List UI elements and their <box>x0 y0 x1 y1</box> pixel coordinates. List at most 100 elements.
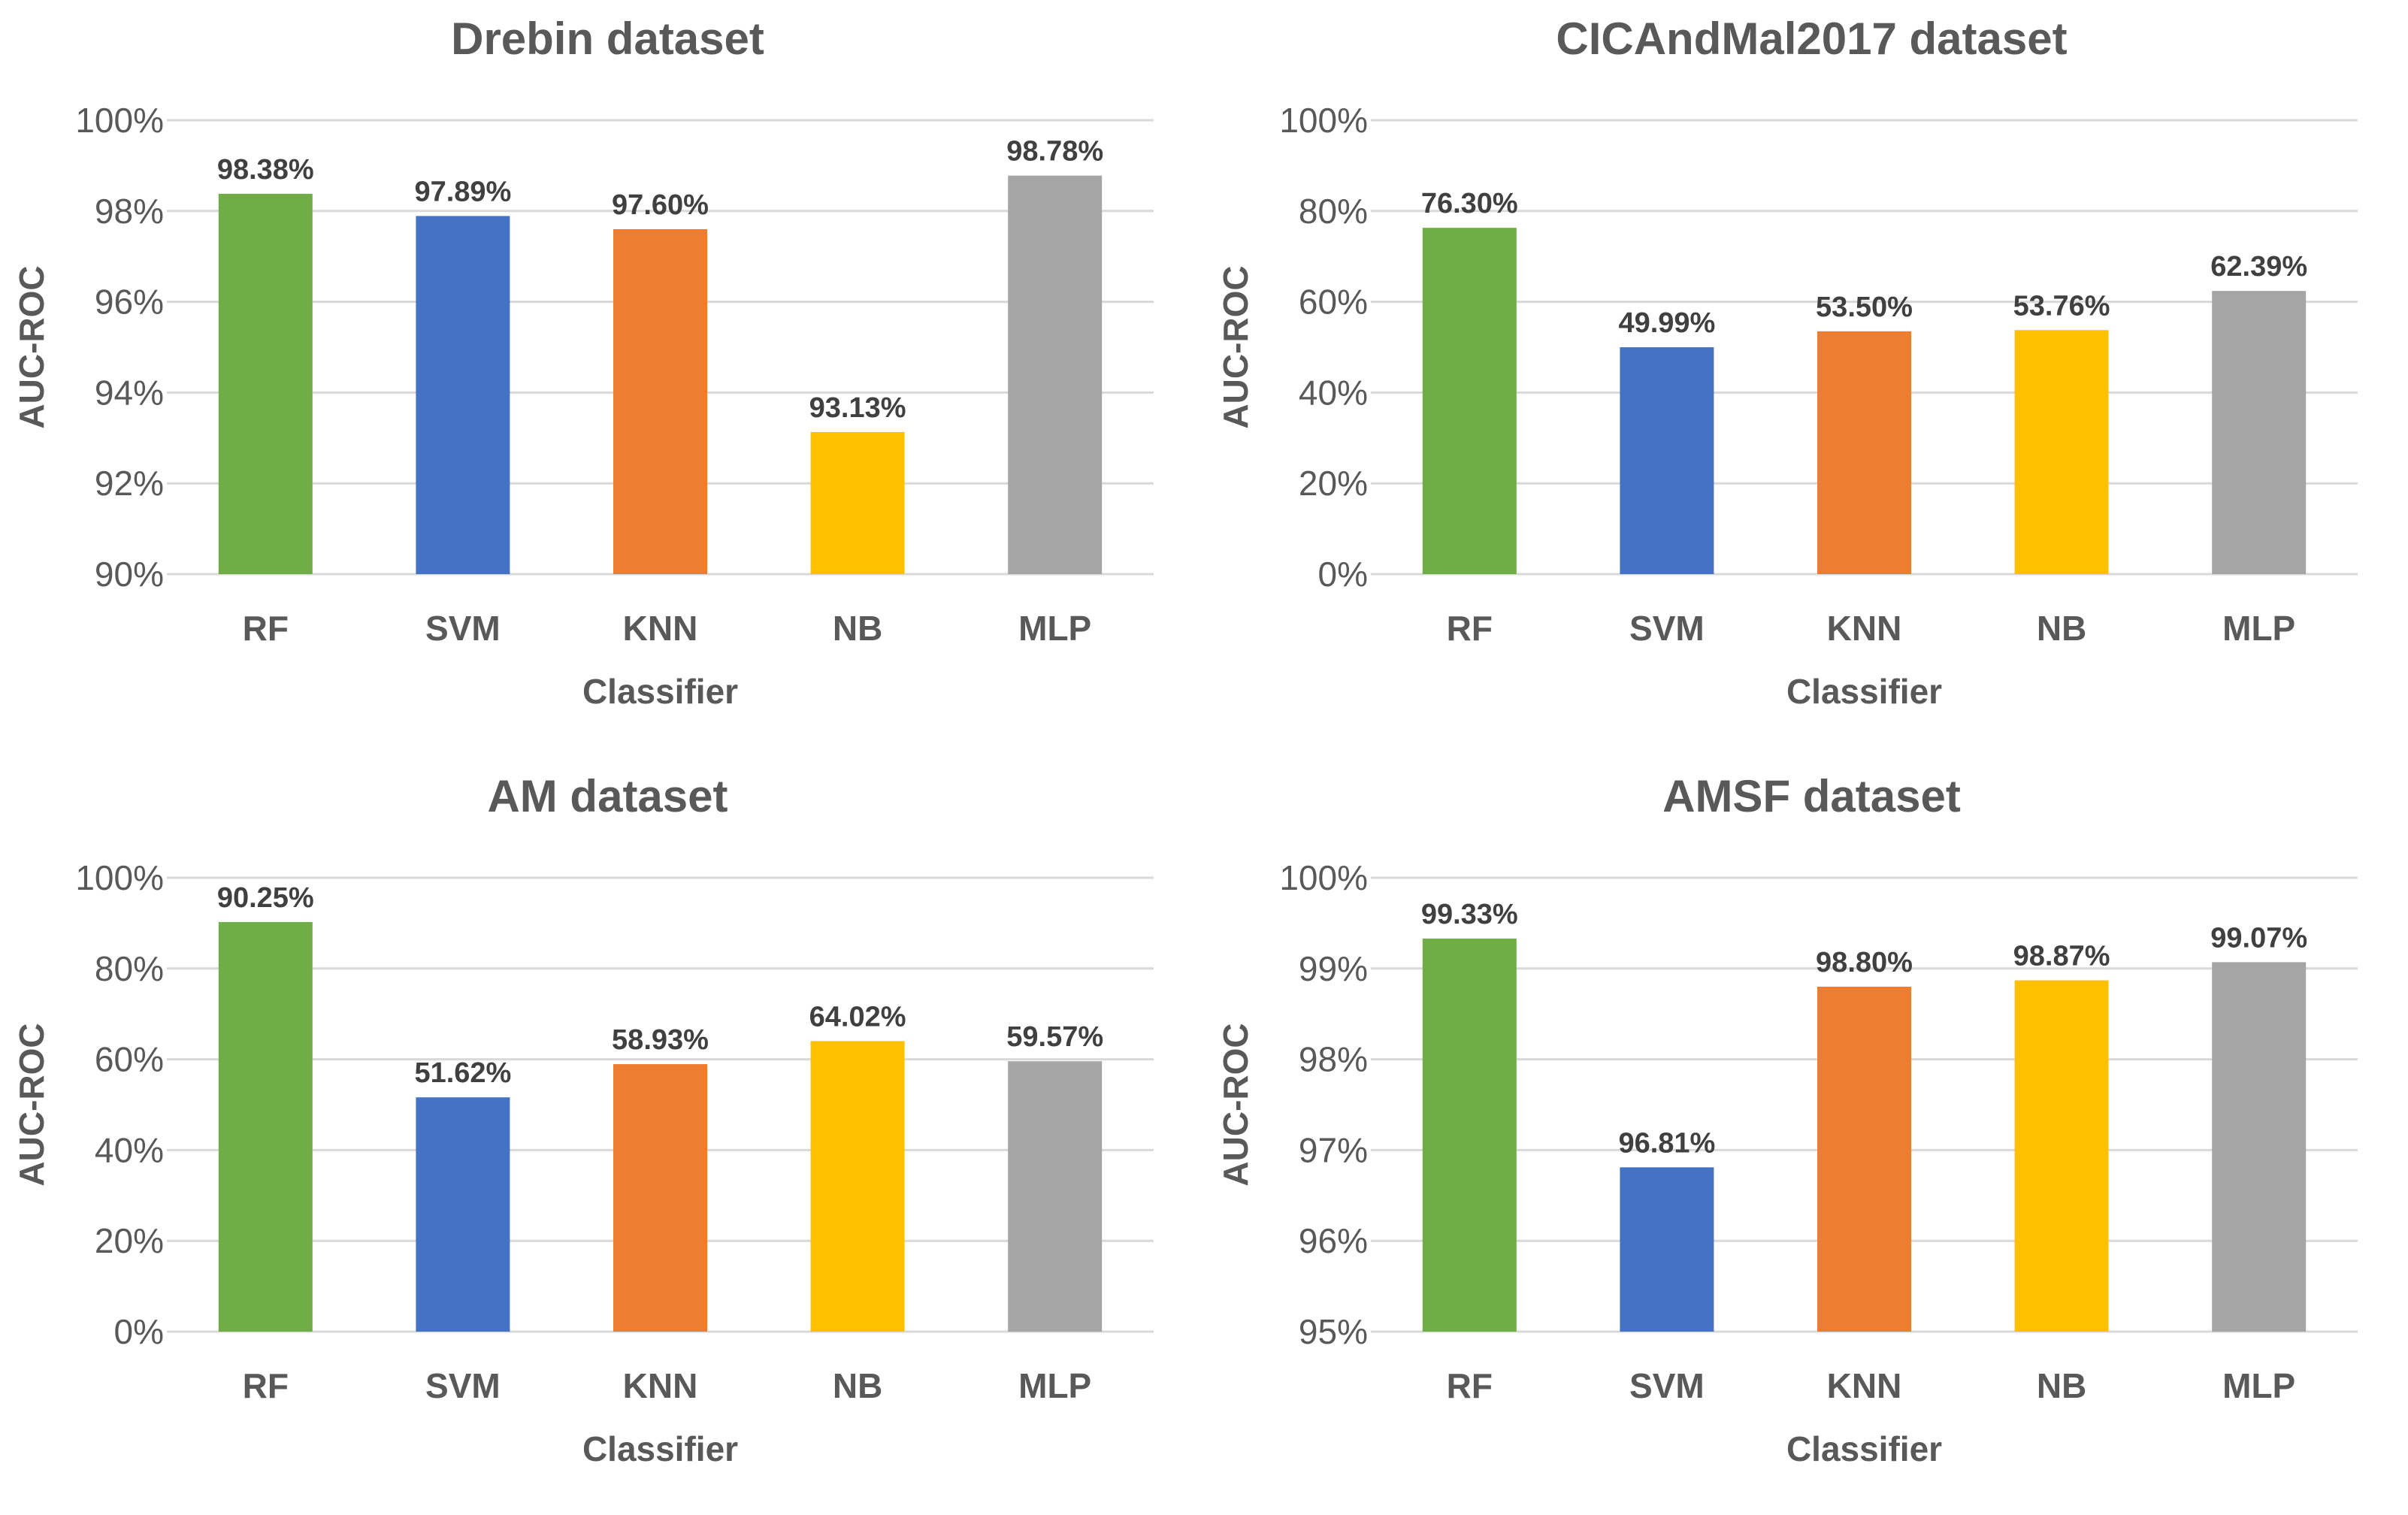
chart-panel-drebin: Drebin dataset 90% 92% 94% 96% 98% 100% 98.38% R… <box>0 0 1204 758</box>
chart-drebin: Drebin dataset 90% 92% 94% 96% 98% 100% 98.38% R… <box>12 14 1154 711</box>
y-tick-label: 98% <box>1299 1040 1368 1079</box>
y-tick-label: 80% <box>1299 192 1368 231</box>
x-axis-title: Classifier <box>582 1429 738 1468</box>
x-tick-label-mlp: MLP <box>1018 609 1091 648</box>
bar-nb <box>810 1041 905 1332</box>
y-tick-label: 92% <box>95 464 164 503</box>
data-label-rf: 76.30% <box>1421 188 1518 219</box>
chart-title: AM dataset <box>487 771 728 821</box>
x-tick-label-rf: RF <box>1447 1366 1493 1405</box>
data-label-nb: 53.76% <box>2013 290 2110 322</box>
chart-amsf: AMSF dataset 95% 96% 97% 98% 99% 100% 99.33% RF 9… <box>1216 771 2358 1468</box>
bar-rf <box>1422 938 1517 1332</box>
y-tick-label: 99% <box>1299 949 1368 988</box>
chart-panel-am: AM dataset 0% 20% 40% 60% 80% 100% 90.25% RF 51.6… <box>0 758 1204 1515</box>
x-axis-title: Classifier <box>582 672 738 711</box>
chart-panel-amsf: AMSF dataset 95% 96% 97% 98% 99% 100% 99.33% RF 9… <box>1204 758 2408 1515</box>
x-axis-title: Classifier <box>1786 672 1942 711</box>
y-tick-label: 90% <box>95 555 164 594</box>
y-tick-label: 100% <box>75 101 164 140</box>
x-tick-label-svm: SVM <box>1629 1366 1705 1405</box>
data-label-svm: 96.81% <box>1618 1127 1715 1159</box>
data-label-nb: 98.87% <box>2013 941 2110 972</box>
data-label-knn: 53.50% <box>1816 292 1913 323</box>
y-tick-label: 0% <box>1318 555 1368 594</box>
bar-knn <box>613 228 707 574</box>
bar-rf <box>1422 228 1517 574</box>
x-tick-label-nb: NB <box>833 1366 882 1405</box>
data-label-knn: 98.80% <box>1816 947 1913 978</box>
bar-mlp <box>1008 1061 1103 1332</box>
y-tick-label: 96% <box>95 283 164 322</box>
x-tick-label-rf: RF <box>243 609 289 648</box>
data-label-mlp: 98.78% <box>1006 136 1103 168</box>
bar-nb <box>2014 330 2109 574</box>
data-label-mlp: 59.57% <box>1006 1021 1103 1053</box>
bar-mlp <box>1008 175 1103 575</box>
bar-rf <box>218 193 313 574</box>
y-tick-label: 0% <box>114 1312 164 1351</box>
chart-title: AMSF dataset <box>1662 771 1961 821</box>
x-tick-label-mlp: MLP <box>2222 609 2295 648</box>
y-tick-label: 100% <box>1279 101 1368 140</box>
x-tick-label-mlp: MLP <box>2222 1366 2295 1405</box>
bar-knn <box>1817 986 1911 1332</box>
y-tick-label: 97% <box>1299 1130 1368 1169</box>
data-label-nb: 64.02% <box>809 1001 906 1033</box>
y-tick-label: 60% <box>95 1040 164 1079</box>
chart-panel-cicandmal2017: CICAndMal2017 dataset 0% 20% 40% 60% 80% 100% 7… <box>1204 0 2408 758</box>
y-tick-label: 100% <box>75 858 164 897</box>
bar-svm <box>416 1097 510 1332</box>
chart-title: Drebin dataset <box>451 14 764 64</box>
x-tick-label-svm: SVM <box>425 1366 501 1405</box>
data-label-svm: 49.99% <box>1618 307 1715 339</box>
y-tick-label: 96% <box>1299 1221 1368 1260</box>
chart-am: AM dataset 0% 20% 40% 60% 80% 100% 90.25% RF 51.6… <box>12 771 1154 1468</box>
x-tick-label-nb: NB <box>833 609 882 648</box>
chart-cicandmal2017: CICAndMal2017 dataset 0% 20% 40% 60% 80% 100% 7… <box>1216 14 2358 711</box>
data-label-svm: 97.89% <box>414 176 511 207</box>
y-tick-label: 94% <box>95 373 164 412</box>
y-tick-label: 100% <box>1279 858 1368 897</box>
bar-nb <box>810 431 905 574</box>
y-tick-label: 40% <box>1299 373 1368 412</box>
chart-title: CICAndMal2017 dataset <box>1556 14 2067 64</box>
x-tick-label-nb: NB <box>2037 1366 2086 1405</box>
y-tick-label: 95% <box>1299 1312 1368 1351</box>
y-tick-label: 40% <box>95 1130 164 1169</box>
data-label-nb: 93.13% <box>809 392 906 424</box>
y-tick-label: 60% <box>1299 283 1368 322</box>
x-tick-label-knn: KNN <box>1827 609 1902 648</box>
data-label-rf: 99.33% <box>1421 899 1518 930</box>
data-label-mlp: 99.07% <box>2210 922 2307 954</box>
bar-nb <box>2014 980 2109 1332</box>
data-label-svm: 51.62% <box>414 1057 511 1089</box>
data-label-mlp: 62.39% <box>2210 251 2307 283</box>
y-axis-title: AUC-ROC <box>12 265 51 428</box>
x-tick-label-nb: NB <box>2037 609 2086 648</box>
x-tick-label-mlp: MLP <box>1018 1366 1091 1405</box>
y-axis-title: AUC-ROC <box>12 1023 51 1186</box>
x-tick-label-svm: SVM <box>425 609 501 648</box>
data-label-rf: 98.38% <box>217 154 314 186</box>
bar-svm <box>1620 347 1714 574</box>
y-tick-label: 98% <box>95 192 164 231</box>
bar-rf <box>218 921 313 1332</box>
data-label-knn: 58.93% <box>612 1024 709 1056</box>
x-tick-label-knn: KNN <box>1827 1366 1902 1405</box>
bar-mlp <box>2212 962 2307 1332</box>
x-axis-title: Classifier <box>1786 1429 1942 1468</box>
data-label-rf: 90.25% <box>217 882 314 914</box>
y-axis-title: AUC-ROC <box>1216 1023 1255 1186</box>
bar-svm <box>1620 1167 1714 1332</box>
x-tick-label-knn: KNN <box>623 609 698 648</box>
data-label-knn: 97.60% <box>612 189 709 221</box>
x-tick-label-rf: RF <box>243 1366 289 1405</box>
bar-mlp <box>2212 291 2307 574</box>
x-tick-label-rf: RF <box>1447 609 1493 648</box>
bar-svm <box>416 216 510 574</box>
bar-knn <box>1817 331 1911 574</box>
x-tick-label-svm: SVM <box>1629 609 1705 648</box>
y-tick-label: 20% <box>1299 464 1368 503</box>
